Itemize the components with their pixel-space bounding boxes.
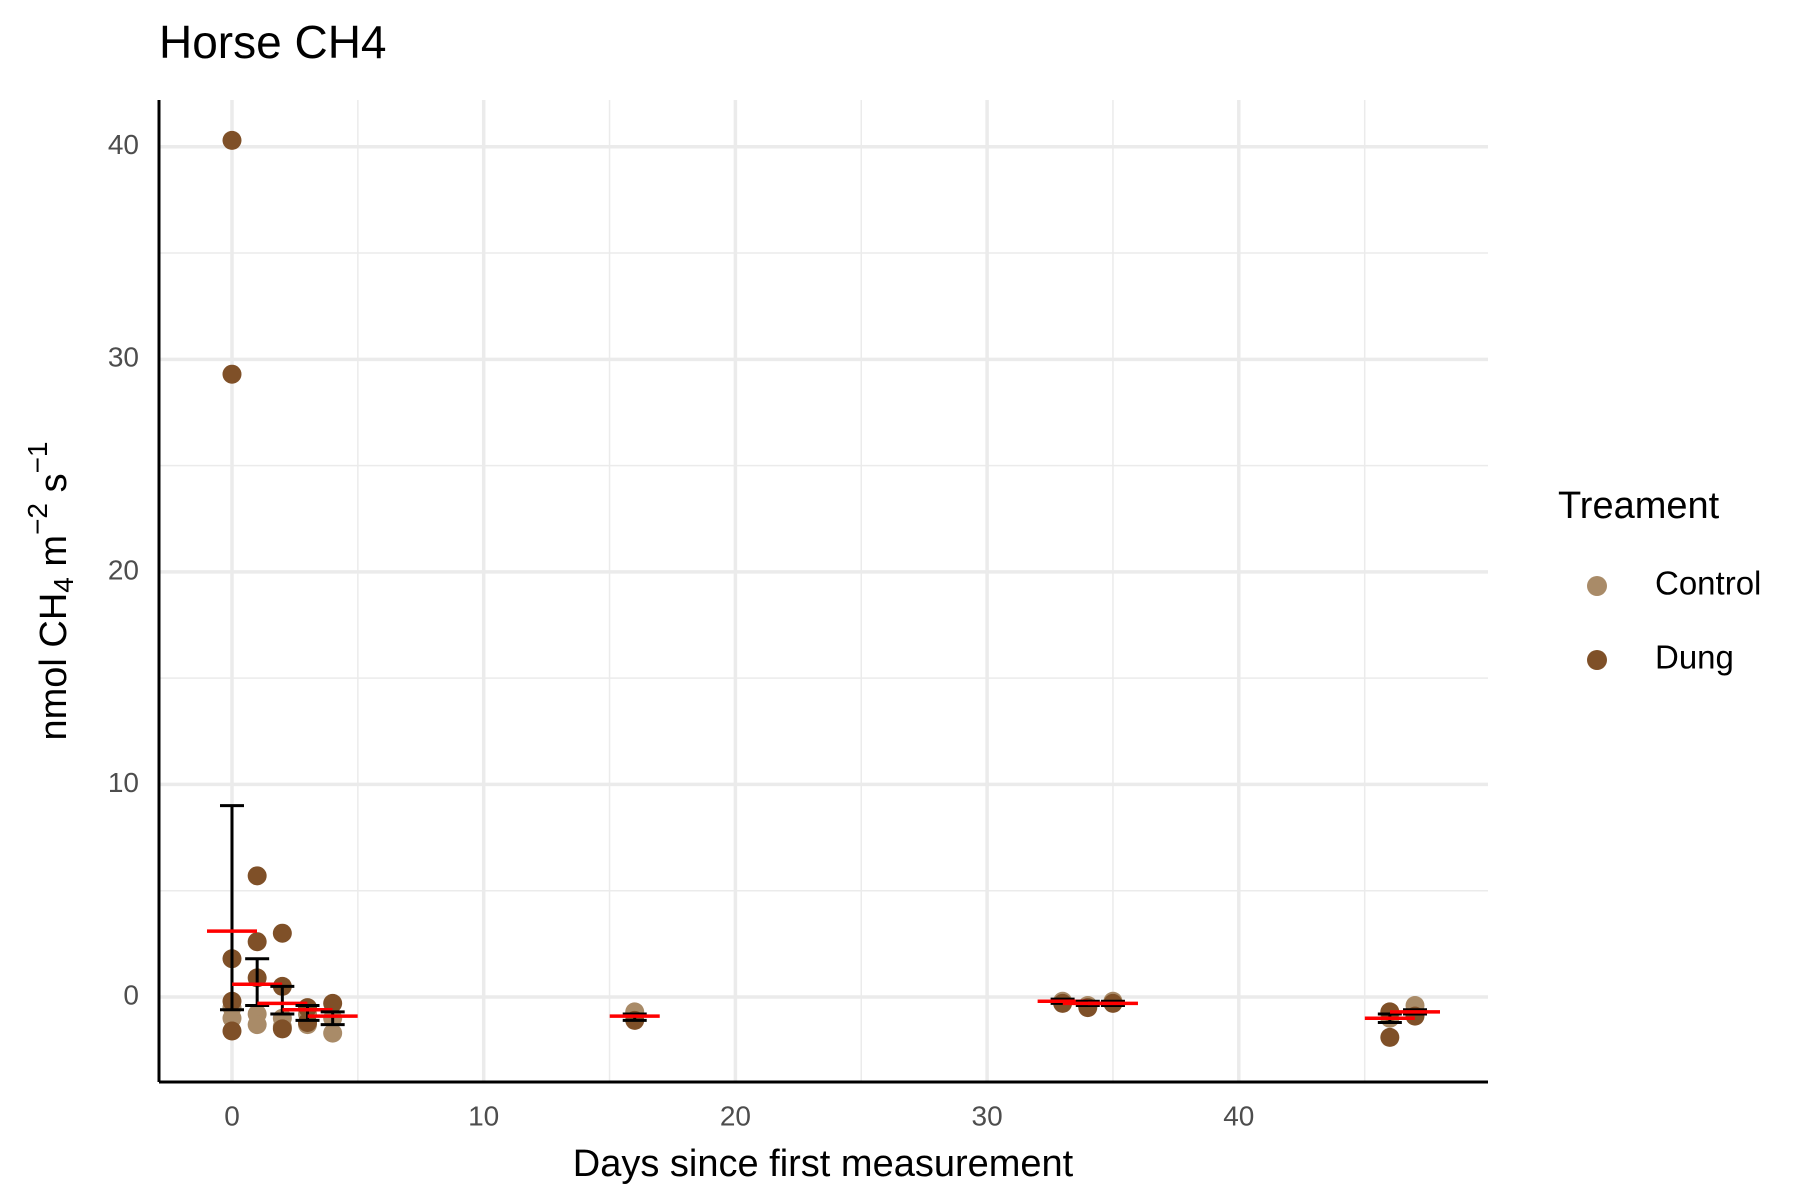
error-bar [245, 957, 270, 1007]
point [222, 364, 242, 384]
y-axis-title-part: s [33, 473, 75, 503]
y-tick-label: 40 [108, 129, 139, 160]
point [323, 1023, 343, 1043]
legend-title: Treament [1558, 485, 1720, 527]
error-bar [270, 984, 295, 1016]
point [1380, 1027, 1400, 1047]
chart-title: Horse CH4 [159, 16, 387, 68]
error-bar [219, 804, 244, 1012]
y-tick-label: 0 [123, 979, 139, 1010]
marks [206, 130, 1441, 1047]
y-tick-label: 20 [108, 554, 139, 585]
x-tick-label: 10 [468, 1100, 499, 1131]
x-axis-title: Days since first measurement [573, 1143, 1074, 1185]
error-bar [295, 1003, 320, 1022]
y-axis-title-sup: −1 [22, 441, 53, 473]
y-tick-label: 30 [108, 342, 139, 373]
legend-label: Dung [1655, 639, 1734, 676]
point [272, 923, 292, 943]
y-axis-title-sub: 4 [48, 577, 79, 593]
y-tick-label: 10 [108, 767, 139, 798]
x-tick-label: 30 [972, 1100, 1003, 1131]
point [222, 130, 242, 150]
y-axis-title-sup: −2 [22, 503, 53, 535]
legend-swatch [1587, 576, 1607, 596]
point [247, 932, 267, 952]
grid [157, 100, 1488, 1084]
x-tick-label: 40 [1223, 1100, 1254, 1131]
point [247, 866, 267, 886]
point [247, 1015, 267, 1035]
point [222, 1021, 242, 1041]
point [272, 1019, 292, 1039]
y-axis-title-part: nmol CH [33, 593, 75, 741]
legend-swatch [1587, 650, 1607, 670]
y-axis-title-part: m [33, 535, 75, 577]
legend-label: Control [1655, 565, 1761, 602]
y-axis-title: nmol CH4 m−2 s−1 [22, 441, 79, 740]
x-tick-label: 20 [720, 1100, 751, 1131]
error-bar [320, 1010, 345, 1027]
x-tick-label: 0 [224, 1100, 240, 1131]
